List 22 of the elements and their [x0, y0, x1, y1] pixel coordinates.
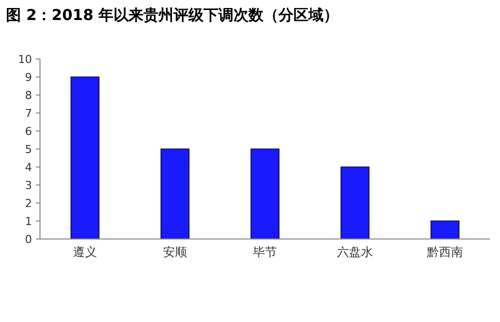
x-tick-label: 黔西南	[426, 245, 463, 259]
bar	[250, 148, 280, 240]
chart-title: 图 2：2018 年以来贵州评级下调次数（分区域）	[6, 6, 339, 24]
y-tick-label: 4	[25, 161, 32, 174]
y-tick-label: 3	[25, 179, 32, 192]
x-tick-label: 毕节	[253, 245, 277, 259]
x-tick-label: 六盘水	[337, 245, 373, 259]
bar	[160, 148, 190, 240]
x-tick-label: 安顺	[163, 245, 187, 259]
bar	[340, 166, 370, 240]
y-tick-label: 8	[25, 89, 32, 102]
y-tick-label: 10	[18, 53, 32, 66]
y-tick-label: 6	[25, 125, 32, 138]
y-tick-label: 0	[25, 233, 32, 246]
y-tick-label: 5	[25, 143, 32, 156]
bar	[430, 220, 460, 240]
x-tick-label: 遵义	[73, 245, 97, 259]
y-tick-label: 9	[25, 71, 32, 84]
y-tick-label: 2	[25, 197, 32, 210]
y-tick-label: 7	[25, 107, 32, 120]
y-tick-label: 1	[25, 215, 32, 228]
bar	[70, 76, 100, 240]
